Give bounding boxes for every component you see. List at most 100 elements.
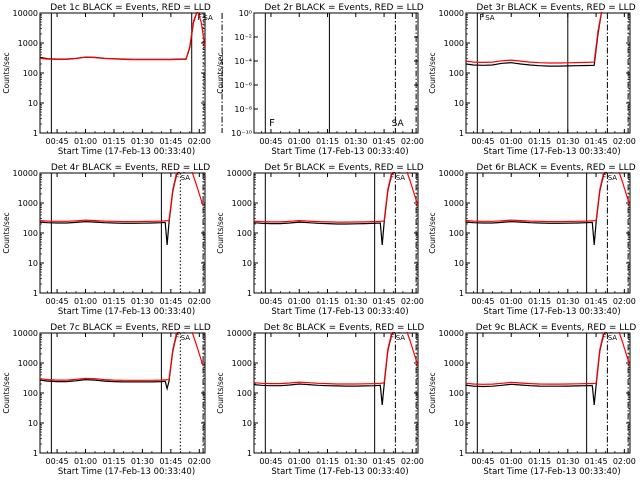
x-tick-label: 02:00 — [188, 457, 211, 466]
annotation-sa: SA — [485, 14, 495, 22]
series-line-red — [254, 332, 418, 385]
y-tick-label: 10000 — [439, 9, 464, 18]
annotation-sa: SA — [181, 174, 191, 182]
x-tick-label: 01:30 — [344, 137, 367, 146]
x-tick-label: 01:15 — [528, 137, 551, 146]
series-line-red — [40, 12, 205, 61]
x-tick-label: 01:00 — [500, 457, 523, 466]
y-tick-label: 1000 — [444, 199, 464, 208]
x-tick-label: 02:00 — [613, 457, 636, 466]
panel-title: Det 3r BLACK = Events, RED = LLD — [476, 3, 635, 13]
x-tick-label: 00:45 — [259, 457, 282, 466]
x-tick-label: 01:00 — [74, 137, 97, 146]
y-tick-label: 100 — [237, 389, 252, 398]
y-tick-label: 1000 — [18, 359, 38, 368]
y-tick-label: 10 — [454, 99, 464, 108]
panel-det-4r: Det 4r BLACK = Events, RED = LLD 1 10 100 10… — [2, 163, 211, 317]
y-tick-label: 10000 — [13, 169, 38, 178]
x-tick-label: 00:45 — [46, 297, 69, 306]
panel-title: Det 8c BLACK = Events, RED = LLD — [264, 323, 425, 333]
x-tick-label: 02:00 — [401, 457, 424, 466]
series-line-black — [254, 172, 396, 245]
series-line-red — [466, 12, 603, 64]
y-tick-label: 10000 — [439, 169, 464, 178]
y-tick-label: 100 — [449, 69, 464, 78]
x-tick-label: 00:45 — [259, 137, 282, 146]
y-tick-label: 1000 — [18, 39, 38, 48]
y-tick-label: 1 — [247, 289, 252, 298]
x-tick-label: 01:30 — [131, 297, 154, 306]
x-axis-label: Start Time (17-Feb-13 00:33:40) — [483, 147, 620, 157]
y-tick-label: 10⁻² — [234, 33, 252, 42]
y-tick-label: 10 — [454, 419, 464, 428]
y-tick-label: 1000 — [18, 199, 38, 208]
y-tick-label: 10000 — [227, 169, 252, 178]
y-tick-label: 100 — [23, 389, 38, 398]
panel-title: Det 7c BLACK = Events, RED = LLD — [50, 323, 211, 333]
series-line-black — [466, 172, 608, 245]
x-tick-label: 01:15 — [102, 137, 125, 146]
panel-title: Det 1c BLACK = Events, RED = LLD — [50, 3, 211, 13]
series-line-black — [40, 332, 181, 391]
x-axis-label: Start Time (17-Feb-13 00:33:40) — [483, 467, 620, 477]
annotation-sa: SA — [203, 14, 213, 22]
panel-det-5r: Det 5r BLACK = Events, RED = LLD 1 10 100 10… — [216, 163, 424, 317]
x-tick-label: 01:15 — [316, 137, 339, 146]
annotation-sa: SA — [396, 174, 406, 182]
x-tick-label: 00:45 — [471, 137, 494, 146]
annotation-f: F — [390, 173, 395, 182]
annotation-sa: SA — [181, 334, 191, 342]
x-tick-label: 01:45 — [373, 297, 396, 306]
panel-det-9c: Det 9c BLACK = Events, RED = LLD 1 10 100 10… — [428, 323, 636, 477]
x-tick-label: 01:15 — [316, 457, 339, 466]
y-tick-label: 10 — [28, 99, 38, 108]
panel-det-6r: Det 6r BLACK = Events, RED = LLD 1 10 100 10… — [428, 163, 636, 317]
y-tick-label: 100 — [23, 69, 38, 78]
y-tick-label: 1 — [33, 449, 38, 458]
y-tick-label: 10⁻⁸ — [234, 105, 252, 114]
x-tick-label: 02:00 — [401, 297, 424, 306]
annotation-f: F — [175, 173, 180, 182]
x-axis-label: Start Time (17-Feb-13 00:33:40) — [483, 307, 620, 317]
x-axis-label: Start Time (17-Feb-13 00:33:40) — [271, 307, 408, 317]
y-tick-label: 10000 — [227, 329, 252, 338]
y-axis-label: Counts/sec — [2, 372, 11, 413]
x-tick-label: 01:30 — [344, 297, 367, 306]
y-tick-label: 10 — [454, 259, 464, 268]
x-tick-label: 01:00 — [500, 297, 523, 306]
x-tick-label: 01:30 — [556, 297, 579, 306]
y-axis-label: Counts/sec — [428, 52, 437, 93]
x-tick-label: 01:00 — [288, 297, 311, 306]
x-tick-label: 01:15 — [316, 297, 339, 306]
annotation-f: F — [269, 118, 275, 129]
annotation-f: F — [479, 13, 484, 22]
x-tick-label: 02:00 — [613, 137, 636, 146]
x-tick-label: 01:15 — [528, 297, 551, 306]
panel-title: Det 4r BLACK = Events, RED = LLD — [51, 163, 210, 173]
panel-det-8c: Det 8c BLACK = Events, RED = LLD 1 10 100 10… — [216, 323, 424, 477]
x-tick-label: 00:45 — [471, 297, 494, 306]
y-tick-label: 1 — [247, 449, 252, 458]
x-tick-label: 01:45 — [585, 457, 608, 466]
y-tick-label: 10 — [242, 419, 252, 428]
x-axis-label: Start Time (17-Feb-13 00:33:40) — [271, 467, 408, 477]
y-tick-label: 100 — [449, 229, 464, 238]
y-tick-label: 10 — [28, 419, 38, 428]
annotation-f: F — [602, 173, 607, 182]
panel-title: Det 6r BLACK = Events, RED = LLD — [476, 163, 635, 173]
y-tick-label: 10⁻¹⁰ — [231, 129, 252, 138]
y-axis-label: Counts/sec — [2, 212, 11, 253]
y-tick-label: 10⁻⁴ — [234, 57, 252, 66]
y-tick-label: 100 — [23, 229, 38, 238]
y-tick-label: 10 — [242, 259, 252, 268]
y-tick-label: 1 — [33, 129, 38, 138]
panel-title: Det 2r BLACK = Events, RED = LLD — [264, 3, 423, 13]
series-line-red — [254, 172, 418, 223]
y-axis-label: Counts/sec — [428, 372, 437, 413]
y-tick-label: 10⁻⁶ — [234, 81, 252, 90]
series-line-black — [40, 172, 181, 245]
x-tick-label: 01:45 — [585, 297, 608, 306]
panel-title: Det 9c BLACK = Events, RED = LLD — [476, 323, 637, 333]
y-tick-label: 1 — [459, 449, 464, 458]
